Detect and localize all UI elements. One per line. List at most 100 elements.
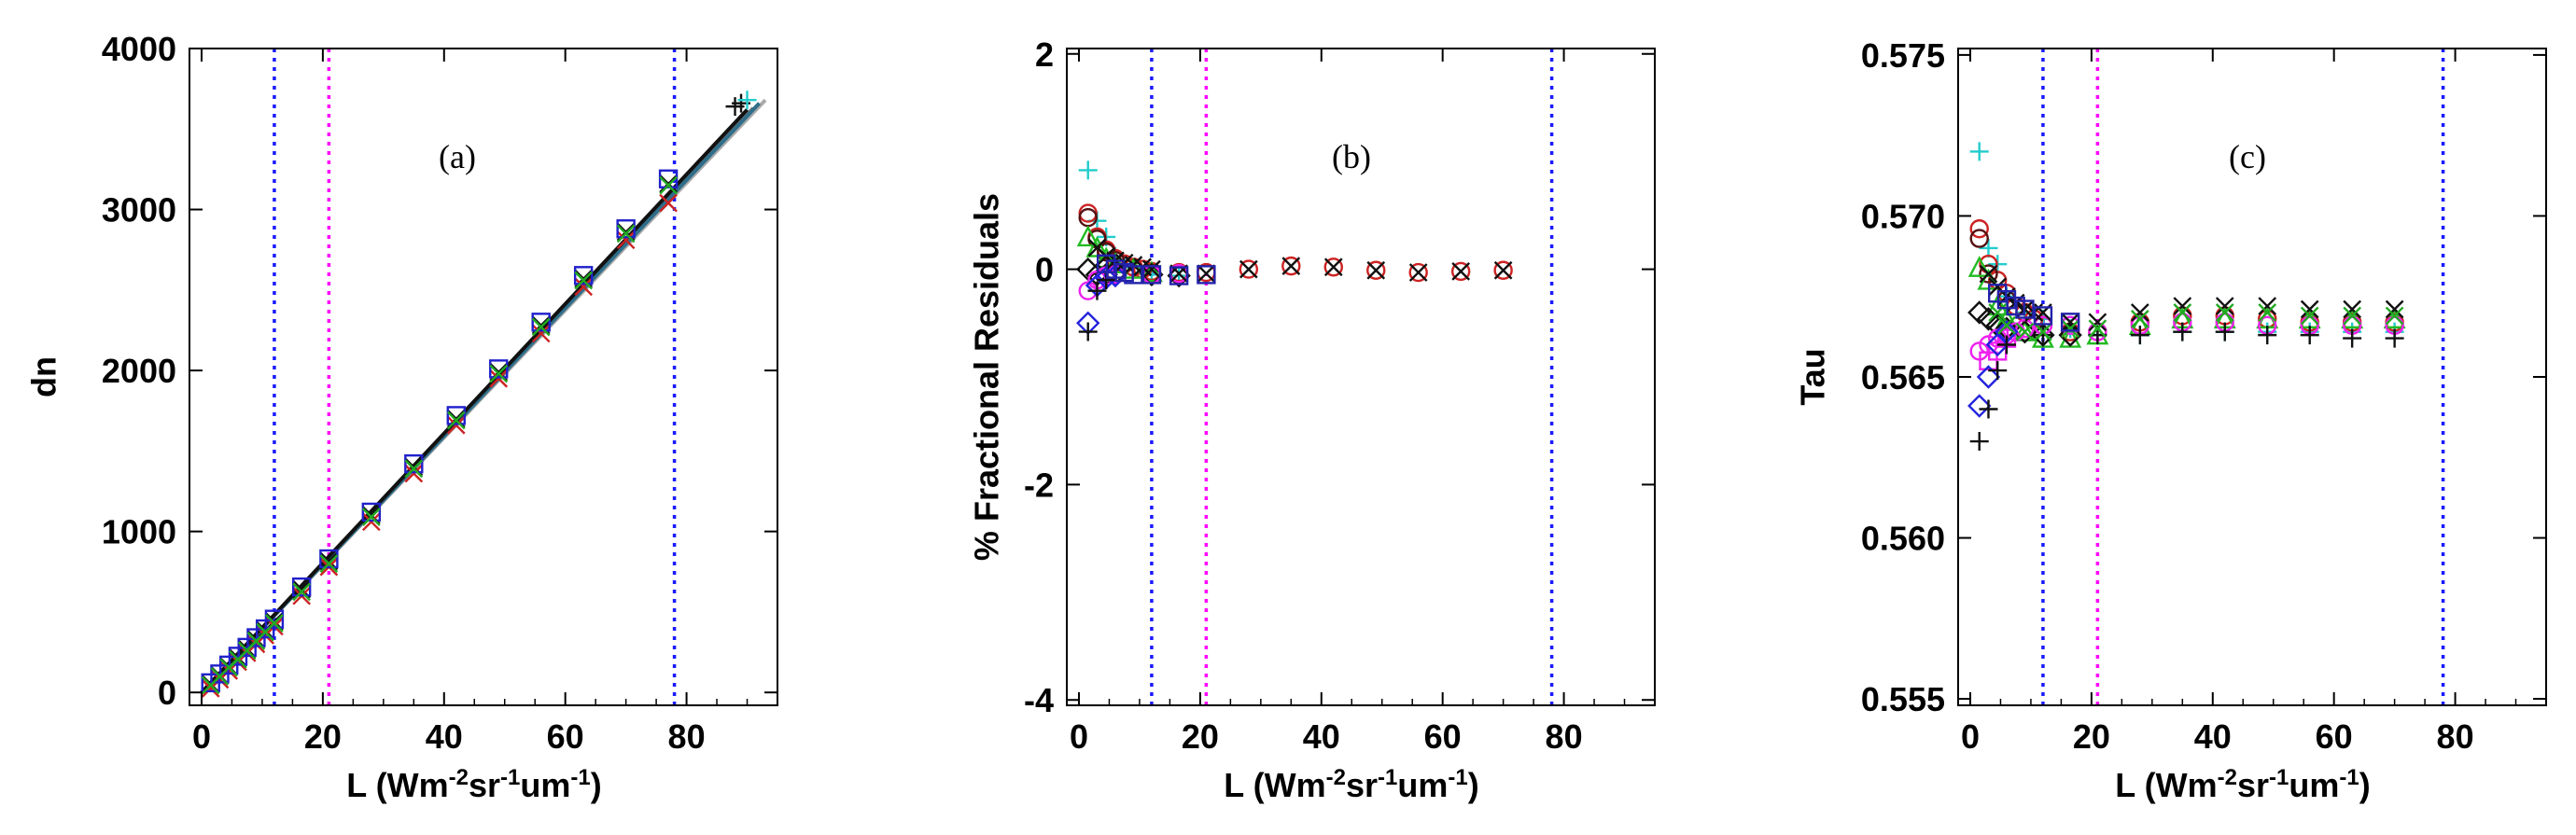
plot-frame xyxy=(1066,48,1656,706)
data-point-green-triangle xyxy=(2013,320,2037,341)
data-point-red-x xyxy=(574,277,594,297)
data-point-green-x xyxy=(531,317,551,337)
data-point-green-x xyxy=(2131,310,2149,328)
x-tick-label: 20 xyxy=(2073,717,2110,756)
data-point-green-x xyxy=(574,271,594,290)
data-point-red-x xyxy=(531,324,551,343)
x-axis-title-part: um xyxy=(2289,766,2339,804)
series-green-x xyxy=(201,175,678,695)
x-axis-title-part: sr xyxy=(1346,766,1378,804)
y-tick-label: 0.560 xyxy=(1861,520,1945,558)
data-point-black-x xyxy=(1197,264,1216,284)
y-tick-label: -4 xyxy=(1024,681,1054,719)
panel-label: (c) xyxy=(2229,138,2266,175)
data-point-blue-square xyxy=(2060,313,2080,332)
x-axis-title-part: sr xyxy=(2237,766,2269,804)
y-tick-label: 3000 xyxy=(102,191,176,230)
data-point-black-diamond xyxy=(2012,319,2037,344)
y-tick-label: 2000 xyxy=(102,352,176,390)
data-point-black-plus xyxy=(2173,322,2192,341)
x-axis-title-superscript: -1 xyxy=(500,765,520,790)
x-axis-title-part: ) xyxy=(591,766,602,804)
y-tick-label: 0.570 xyxy=(1861,197,1945,235)
x-tick-label: 60 xyxy=(547,717,584,756)
x-tick-label: 40 xyxy=(426,717,463,756)
data-point-black-diamond xyxy=(1167,263,1191,288)
data-point-green-x xyxy=(319,554,339,574)
data-point-green-x xyxy=(404,459,424,479)
data-point-red-x xyxy=(659,193,678,213)
data-point-black-x xyxy=(2258,297,2277,315)
data-point-green-x xyxy=(2015,322,2035,341)
plot-frame xyxy=(189,48,778,706)
data-layer xyxy=(1967,142,2406,452)
data-point-black-x xyxy=(1281,257,1301,275)
x-axis-title-superscript: -1 xyxy=(2339,765,2359,790)
data-point-red-circle xyxy=(1493,260,1513,280)
data-point-green-x xyxy=(446,411,466,430)
data-point-black-plus xyxy=(2130,326,2149,345)
x-tick-label: 80 xyxy=(668,717,706,756)
x-axis-title-part: L (Wm xyxy=(346,766,448,804)
data-point-blue-square xyxy=(319,549,339,569)
data-point-blue-square xyxy=(291,577,312,597)
data-point-cyan-plus xyxy=(1078,160,1098,180)
x-axis-title-part: um xyxy=(520,766,570,804)
series-cyan-plus xyxy=(737,90,757,110)
data-point-green-x xyxy=(616,224,636,244)
data-point-green-triangle xyxy=(1076,225,1099,247)
y-tick-label: 0.555 xyxy=(1861,680,1945,718)
x-tick-label: 20 xyxy=(304,717,342,756)
x-axis-title-part: ) xyxy=(2359,766,2371,804)
x-tick-label: 80 xyxy=(1546,717,1583,756)
series-blue-square xyxy=(1097,254,1216,285)
data-point-black-x xyxy=(2343,299,2362,319)
y-tick-label: 0.575 xyxy=(1861,36,1945,75)
x-tick-label: 80 xyxy=(2437,717,2474,756)
x-axis-title-part: um xyxy=(1397,766,1448,804)
data-point-red-circle xyxy=(1281,256,1301,276)
data-point-blue-square xyxy=(573,266,594,285)
data-point-blue-square xyxy=(2015,299,2035,319)
data-point-black-x xyxy=(2131,303,2149,322)
data-point-blue-square xyxy=(361,502,382,522)
data-point-green-x xyxy=(2258,303,2277,322)
data-point-green-x xyxy=(2385,306,2404,326)
data-point-red-circle xyxy=(1366,260,1386,280)
y-tick-label: 2 xyxy=(1035,35,1054,74)
data-point-black-x xyxy=(2215,297,2234,315)
x-axis-title-superscript: -1 xyxy=(1448,765,1467,790)
data-point-blue-square xyxy=(531,313,551,332)
data-point-dark-circle xyxy=(1969,229,1989,248)
data-point-black-x xyxy=(2061,313,2079,332)
data-layer xyxy=(200,90,767,698)
x-axis-title: L (Wm-2sr-1um-1) xyxy=(346,765,601,805)
data-point-black-plus xyxy=(2385,328,2404,348)
data-point-black-x xyxy=(2173,297,2192,315)
y-tick-label: 4000 xyxy=(102,30,176,68)
data-point-black-x xyxy=(1366,260,1386,280)
data-point-black-plus xyxy=(2258,326,2277,345)
data-point-black-plus xyxy=(2033,326,2052,345)
data-point-blue-square xyxy=(2033,306,2053,326)
data-point-red-circle xyxy=(1450,261,1471,282)
x-axis-title-superscript: -1 xyxy=(2269,765,2289,790)
series-blue-square xyxy=(201,169,679,693)
data-point-black-diamond xyxy=(1967,300,1992,325)
x-tick-label: 0 xyxy=(1070,717,1088,756)
data-point-black-x xyxy=(1323,257,1343,277)
data-point-cyan-plus xyxy=(1979,238,1998,257)
data-point-green-x xyxy=(2061,319,2079,339)
data-point-dark-circle xyxy=(1979,264,1998,284)
data-point-blue-square xyxy=(404,453,424,474)
panel-label: (a) xyxy=(439,138,476,175)
x-axis-title-part: L (Wm xyxy=(2115,766,2217,804)
y-axis-title: % Fractional Residuals xyxy=(968,193,1006,561)
y-tick-label: 1000 xyxy=(102,513,176,551)
data-point-green-x xyxy=(2215,303,2234,322)
x-axis-title-part: sr xyxy=(469,766,500,804)
data-point-black-plus xyxy=(1078,322,1098,341)
